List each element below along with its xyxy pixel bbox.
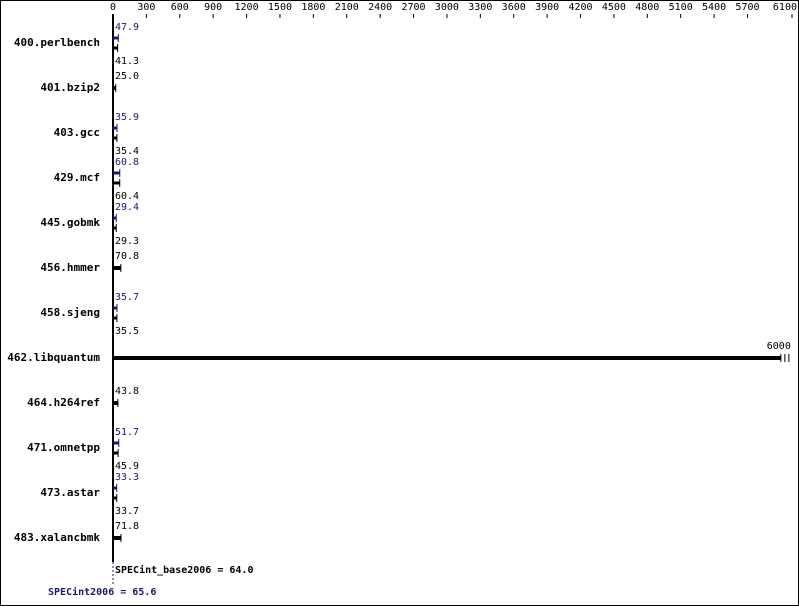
value-label: 47.9 [115,22,139,33]
x-tick-label: 4200 [568,2,592,13]
bar [113,181,120,185]
value-label: 35.7 [115,292,139,303]
bar [113,306,117,310]
x-tick-label: 2700 [401,2,425,13]
x-tick-label: 900 [204,2,222,13]
value-label: 51.7 [115,427,139,438]
x-tick-label: 0 [110,2,116,13]
category-label: 471.omnetpp [27,441,100,454]
bar [113,496,117,500]
x-tick-label: 2400 [368,2,392,13]
x-tick-label: 4800 [635,2,659,13]
value-label: 60.4 [115,191,139,202]
bar [113,46,118,50]
x-tick-label: 6100 [773,2,797,13]
category-label: 456.hmmer [40,261,100,274]
category-label: 462.libquantum [7,351,100,364]
x-tick-label: 3000 [435,2,459,13]
bar [113,86,116,90]
value-label: 43.8 [115,386,139,397]
bar [113,216,117,220]
x-tick-label: 3600 [502,2,526,13]
value-label: 35.5 [115,326,139,337]
x-tick-label: 600 [171,2,189,13]
x-tick-label: 2100 [335,2,359,13]
category-label: 401.bzip2 [40,81,100,94]
bar [113,356,781,360]
bar [113,316,117,320]
category-label: 473.astar [40,486,100,499]
bar [113,36,119,40]
value-label: 35.4 [115,146,139,157]
category-label: 403.gcc [54,126,100,139]
x-tick-label: 1800 [301,2,325,13]
bar [113,451,119,455]
value-label: 41.3 [115,56,139,67]
category-label: 483.xalancbmk [14,531,100,544]
x-tick-label: 5700 [735,2,759,13]
category-label: 445.gobmk [40,216,100,229]
category-label: 429.mcf [54,171,100,184]
value-label: 25.0 [115,71,139,82]
value-label: 33.3 [115,472,139,483]
x-tick-label: 1500 [268,2,292,13]
value-label: 6000 [767,341,791,352]
bar [113,126,117,130]
value-label: 45.9 [115,461,139,472]
category-label: 464.h264ref [27,396,100,409]
bar [113,226,117,230]
bar [113,401,118,405]
value-label: 60.8 [115,157,139,168]
category-label: 400.perlbench [14,36,100,49]
value-label: 29.3 [115,236,139,247]
base-summary: SPECint_base2006 = 64.0 [115,564,253,576]
x-tick-label: 4500 [602,2,626,13]
peak-summary: SPECint2006 = 65.6 [48,586,156,598]
bar [113,486,117,490]
bar [113,171,120,175]
x-tick-label: 3900 [535,2,559,13]
value-label: 71.8 [115,521,139,532]
category-label: 458.sjeng [40,306,100,319]
value-label: 29.4 [115,202,139,213]
bar [113,266,121,270]
value-label: 33.7 [115,506,139,517]
value-label: 35.9 [115,112,139,123]
x-tick-label: 1200 [235,2,259,13]
x-tick-label: 5400 [702,2,726,13]
x-tick-label: 300 [137,2,155,13]
bar [113,536,121,540]
bar [113,136,117,140]
bar [113,441,119,445]
x-tick-label: 3300 [468,2,492,13]
x-tick-label: 5100 [669,2,693,13]
value-label: 70.8 [115,251,139,262]
